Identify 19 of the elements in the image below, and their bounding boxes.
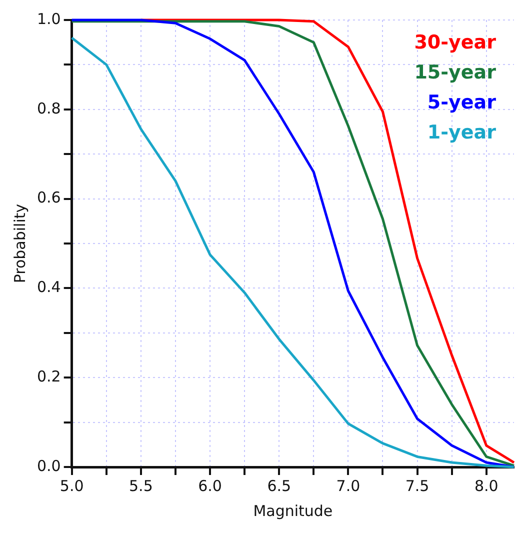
y-axis-title: Probability [10, 204, 29, 284]
y-tick-label: 0.4 [36, 278, 61, 296]
x-tick-label: 6.5 [267, 476, 292, 495]
text: 15-year [414, 61, 497, 84]
x-tick-label: 5.0 [60, 476, 84, 495]
x-tick-label: 7.0 [336, 476, 360, 495]
y-tick-label: 0.8 [36, 99, 61, 118]
y-tick-label: 0.6 [36, 188, 61, 207]
text: 30-year [414, 31, 497, 54]
y-tick-label: 0.0 [36, 456, 61, 475]
text: 5-year [427, 91, 497, 114]
x-axis-title: Magnitude [253, 502, 333, 520]
y-tick-label: 0.2 [36, 367, 61, 386]
x-tick-label: 6.0 [198, 476, 222, 495]
text: 1-year [427, 121, 497, 144]
x-tick-label: 5.5 [129, 476, 153, 495]
x-tick-label: 7.5 [405, 476, 430, 495]
x-tick-label: 8.0 [474, 476, 498, 495]
y-tick-label: 1.0 [36, 10, 61, 28]
